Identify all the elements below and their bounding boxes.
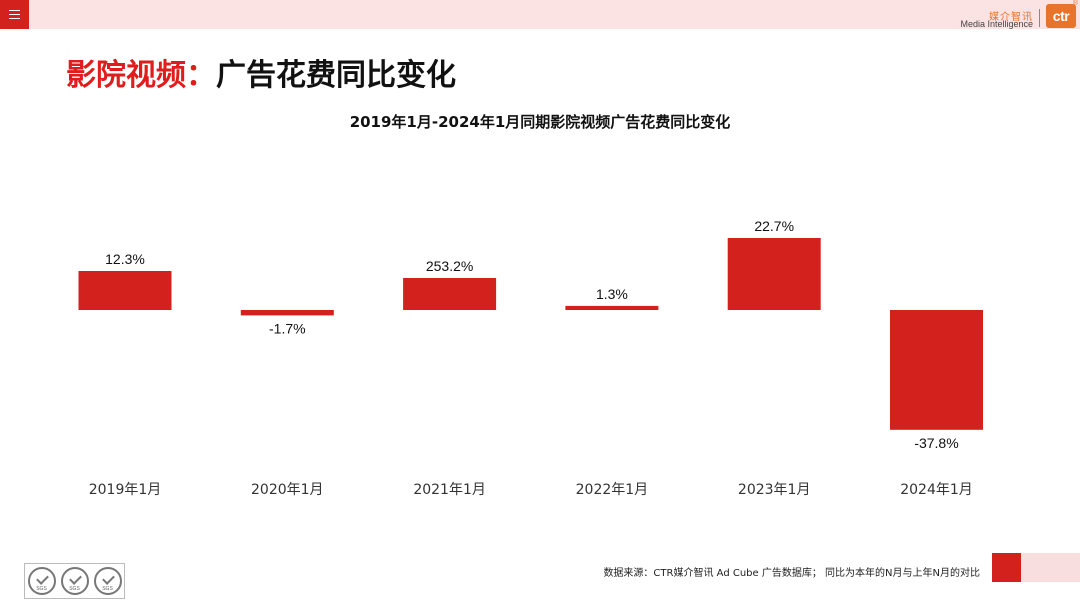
category-label-4: 2023年1月 (738, 482, 811, 498)
category-label-3: 2022年1月 (576, 482, 649, 498)
sgs-badge-icon: SGS (60, 567, 89, 595)
data-label-4: 22.7% (754, 218, 794, 234)
data-label-5: -37.8% (914, 435, 958, 451)
category-label-5: 2024年1月 (900, 482, 973, 498)
menu-icon[interactable] (0, 0, 29, 29)
page-title-red: 影院视频： (66, 58, 216, 93)
data-label-3: 1.3% (596, 286, 628, 302)
bar-4 (727, 238, 821, 310)
data-label-0: 12.3% (105, 251, 145, 267)
sgs-badge-icon: SGS (27, 567, 56, 595)
data-label-1: -1.7% (269, 320, 306, 336)
category-label-2: 2021年1月 (413, 482, 486, 498)
footer-accent-red (992, 553, 1021, 582)
bar-0 (78, 271, 172, 310)
top-bar: 媒介智讯 Media Intelligence ctr ® (0, 0, 1080, 29)
brand-name-cn: 媒介智讯 (989, 12, 1033, 23)
logo-registered-mark: ® (1072, 0, 1078, 7)
sgs-certification: SGS SGS SGS (24, 563, 125, 599)
page-title-black: 广告花费同比变化 (216, 58, 456, 93)
bar-5 (890, 310, 983, 430)
category-label-0: 2019年1月 (89, 482, 162, 498)
bar-3 (565, 305, 659, 310)
footer-accent-pink (1021, 553, 1080, 582)
category-label-1: 2020年1月 (251, 482, 324, 498)
data-label-2: 253.2% (426, 258, 473, 274)
ctr-logo: ctr (1046, 4, 1076, 28)
brand-name-en: Media Intelligence (960, 19, 1033, 29)
bar-1 (240, 310, 334, 316)
brand-divider (1039, 9, 1040, 27)
page-title: 影院视频：广告花费同比变化 (66, 50, 456, 94)
bar-2 (403, 278, 497, 310)
chart-title: 2019年1月-2024年1月同期影院视频广告花费同比变化 (349, 113, 731, 131)
sgs-badge-icon: SGS (93, 567, 122, 595)
data-source-note: 数据来源：CTR媒介智讯 Ad Cube 广告数据库； 同比为本年的N月与上年N… (603, 568, 980, 579)
